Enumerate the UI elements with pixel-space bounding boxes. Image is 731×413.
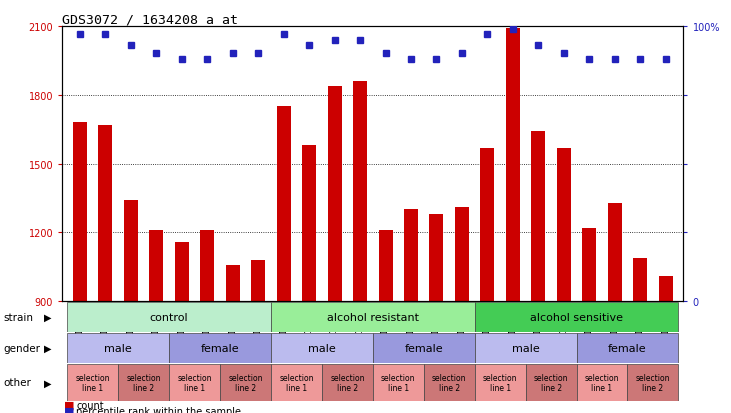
- Text: count: count: [76, 400, 104, 410]
- Bar: [124, 201, 138, 301]
- Bar: [404, 210, 418, 301]
- Text: other: other: [4, 377, 31, 387]
- Bar: [607, 203, 622, 301]
- Bar: [322, 364, 373, 401]
- Text: selection
line 1: selection line 1: [178, 373, 212, 392]
- Text: female: female: [404, 343, 443, 354]
- Text: selection
line 2: selection line 2: [534, 373, 568, 392]
- Text: ■: ■: [64, 400, 75, 410]
- Text: selection
line 2: selection line 2: [330, 373, 365, 392]
- Bar: [480, 148, 494, 301]
- Text: ▶: ▶: [44, 377, 51, 387]
- Text: ▶: ▶: [44, 312, 51, 322]
- Bar: [373, 364, 424, 401]
- Bar: [531, 132, 545, 301]
- Bar: [271, 333, 373, 363]
- Bar: [118, 364, 169, 401]
- Bar: [67, 364, 118, 401]
- Bar: [526, 364, 577, 401]
- Bar: [577, 333, 678, 363]
- Text: selection
line 2: selection line 2: [228, 373, 262, 392]
- Text: ▶: ▶: [44, 343, 51, 353]
- Text: ■: ■: [64, 406, 75, 413]
- Bar: [200, 230, 214, 301]
- Bar: [557, 148, 571, 301]
- Bar: [430, 214, 444, 301]
- Bar: [577, 364, 627, 401]
- Text: selection
line 2: selection line 2: [636, 373, 670, 392]
- Bar: [627, 364, 678, 401]
- Bar: [455, 208, 469, 301]
- Bar: [67, 302, 271, 332]
- Text: alcohol resistant: alcohol resistant: [327, 312, 419, 323]
- Bar: [73, 123, 87, 301]
- Text: male: male: [512, 343, 539, 354]
- Text: GDS3072 / 1634208_a_at: GDS3072 / 1634208_a_at: [62, 13, 238, 26]
- Text: selection
line 1: selection line 1: [483, 373, 518, 392]
- Bar: [302, 146, 316, 301]
- Text: female: female: [201, 343, 239, 354]
- Text: female: female: [608, 343, 647, 354]
- Text: gender: gender: [4, 343, 41, 353]
- Text: alcohol sensitive: alcohol sensitive: [530, 312, 623, 323]
- Bar: [276, 107, 291, 301]
- Bar: [633, 258, 647, 301]
- Bar: [506, 29, 520, 301]
- Text: selection
line 2: selection line 2: [126, 373, 161, 392]
- Text: selection
line 1: selection line 1: [381, 373, 415, 392]
- Bar: [474, 364, 526, 401]
- Bar: [169, 333, 271, 363]
- Bar: [251, 260, 265, 301]
- Bar: [271, 364, 322, 401]
- Bar: [226, 265, 240, 301]
- Text: male: male: [308, 343, 336, 354]
- Text: control: control: [150, 312, 189, 323]
- Bar: [424, 364, 474, 401]
- Bar: [271, 302, 474, 332]
- Bar: [583, 228, 596, 301]
- Text: selection
line 2: selection line 2: [432, 373, 466, 392]
- Bar: [353, 82, 367, 301]
- Bar: [474, 333, 577, 363]
- Bar: [373, 333, 474, 363]
- Bar: [659, 276, 673, 301]
- Bar: [175, 242, 189, 301]
- Text: percentile rank within the sample: percentile rank within the sample: [76, 406, 241, 413]
- Text: strain: strain: [4, 312, 34, 322]
- Bar: [169, 364, 220, 401]
- Bar: [67, 333, 169, 363]
- Bar: [379, 230, 393, 301]
- Bar: [99, 125, 113, 301]
- Text: selection
line 1: selection line 1: [279, 373, 314, 392]
- Bar: [327, 86, 341, 301]
- Bar: [474, 302, 678, 332]
- Text: selection
line 1: selection line 1: [75, 373, 110, 392]
- Bar: [220, 364, 271, 401]
- Text: selection
line 1: selection line 1: [585, 373, 619, 392]
- Text: male: male: [105, 343, 132, 354]
- Bar: [149, 230, 163, 301]
